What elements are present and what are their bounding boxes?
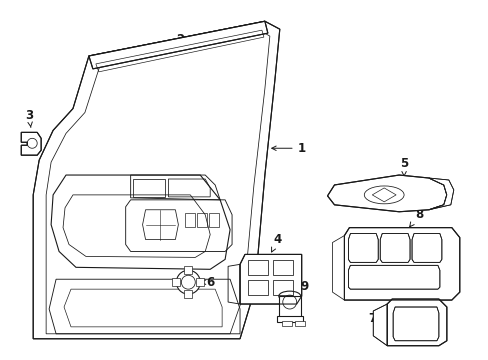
Polygon shape	[372, 304, 386, 346]
Polygon shape	[347, 265, 439, 289]
Text: 4: 4	[271, 233, 282, 252]
Bar	[281, 321, 291, 326]
Polygon shape	[33, 21, 279, 339]
Polygon shape	[428, 178, 453, 210]
Text: 9: 9	[295, 280, 308, 297]
Bar	[185, 213, 195, 227]
Polygon shape	[21, 132, 41, 155]
Bar	[247, 260, 267, 275]
Bar	[172, 278, 180, 286]
Bar	[247, 280, 267, 295]
Ellipse shape	[278, 291, 300, 301]
Text: 2: 2	[176, 33, 206, 46]
Text: 6: 6	[200, 276, 214, 289]
Polygon shape	[386, 299, 446, 346]
Bar	[272, 280, 292, 295]
Text: 3: 3	[25, 109, 33, 127]
Text: 1: 1	[271, 142, 305, 155]
Polygon shape	[380, 234, 409, 262]
Bar	[196, 278, 204, 286]
Polygon shape	[411, 234, 441, 262]
Bar	[278, 296, 300, 318]
Bar	[184, 290, 192, 298]
Bar	[294, 321, 304, 326]
Bar	[197, 213, 207, 227]
Bar	[276, 316, 302, 322]
Polygon shape	[327, 175, 446, 212]
Bar	[184, 266, 192, 274]
Text: 8: 8	[409, 208, 422, 227]
Circle shape	[176, 270, 200, 294]
Polygon shape	[344, 228, 459, 300]
Polygon shape	[347, 234, 377, 262]
Bar	[272, 260, 292, 275]
Polygon shape	[240, 255, 301, 304]
Bar	[209, 213, 219, 227]
Text: 5: 5	[399, 157, 407, 176]
Text: 7: 7	[367, 312, 382, 325]
Polygon shape	[89, 21, 267, 69]
Polygon shape	[392, 307, 438, 341]
